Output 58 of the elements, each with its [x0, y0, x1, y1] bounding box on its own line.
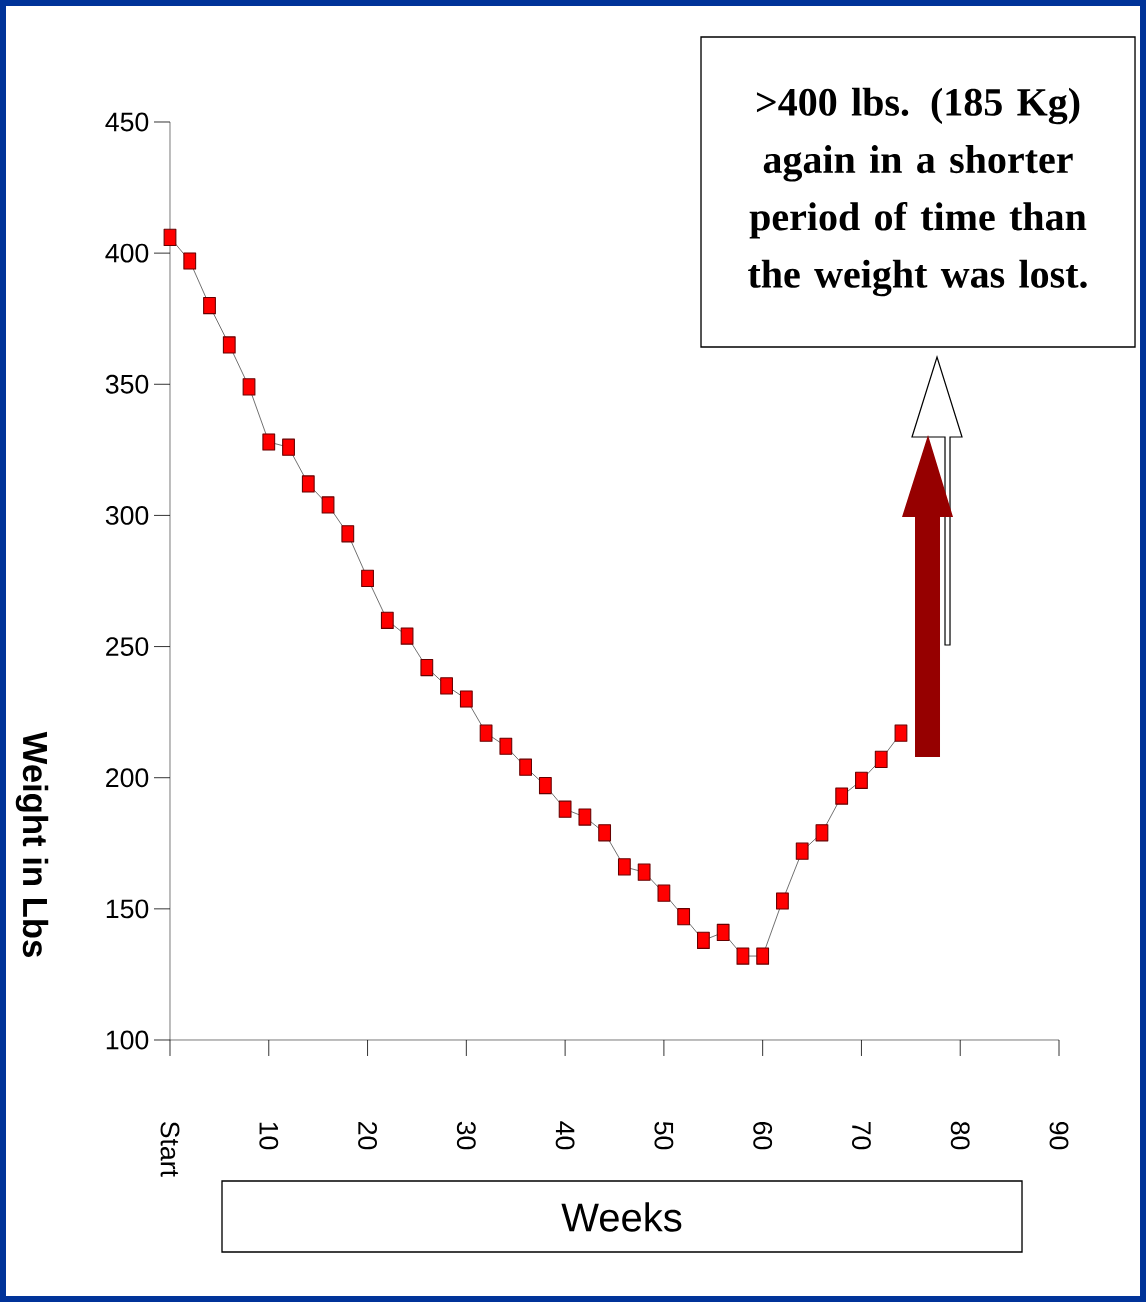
y-tick-label: 250	[106, 637, 149, 656]
y-tick-label: 400	[105, 243, 149, 263]
x-tick-label: Start	[160, 1121, 180, 1177]
y-tick-label: 150	[106, 899, 149, 919]
point	[795, 842, 809, 860]
point	[637, 863, 651, 881]
point	[519, 758, 533, 776]
point	[736, 947, 750, 965]
point	[301, 475, 315, 493]
x-axis-title: Weeks	[561, 1202, 682, 1232]
point	[282, 438, 295, 456]
y-tick-label: 100	[106, 1030, 149, 1050]
point	[756, 947, 770, 965]
x-tick-label: 60	[753, 1122, 773, 1150]
point	[716, 923, 730, 942]
point	[815, 824, 829, 842]
y-tick-label: 300	[105, 505, 149, 525]
x-tick-label: 30	[456, 1121, 476, 1150]
point	[598, 824, 612, 842]
point	[163, 228, 177, 246]
point	[855, 771, 868, 789]
x-tick-label: 20	[358, 1122, 377, 1150]
x-tick-label: 90	[1049, 1121, 1069, 1150]
x-tick-label: 70	[852, 1122, 871, 1150]
point	[617, 858, 631, 876]
point	[321, 496, 335, 514]
point	[262, 433, 276, 451]
point	[538, 776, 552, 795]
point	[361, 569, 374, 587]
y-tick-label: 450	[105, 112, 149, 132]
x-tick-label: 40	[555, 1121, 575, 1150]
point	[894, 724, 908, 742]
point	[835, 787, 849, 805]
point	[400, 627, 414, 645]
point	[697, 931, 710, 949]
point	[440, 677, 453, 695]
point	[222, 336, 236, 354]
point	[657, 884, 671, 902]
y-axis-title: Weight in Lbs	[15, 731, 49, 957]
x-tick-label: 80	[950, 1121, 970, 1150]
point	[479, 724, 493, 742]
annotation: >400 lbs. (185 Kg) again in a shorter period of time than the weight was lost.	[748, 87, 1087, 297]
point	[341, 525, 355, 543]
point	[183, 252, 197, 270]
x-tick-label: 10	[259, 1122, 279, 1150]
point	[420, 658, 434, 677]
point	[578, 808, 592, 826]
point	[499, 737, 513, 755]
x-tick-label: 50	[654, 1121, 674, 1150]
point	[242, 378, 256, 396]
point	[874, 750, 888, 768]
point	[380, 611, 394, 629]
point	[677, 908, 691, 926]
point	[459, 690, 473, 708]
point	[558, 800, 572, 818]
y-tick-label: 200	[106, 768, 149, 788]
y-tick-label: 350	[105, 374, 149, 394]
point	[776, 892, 789, 910]
